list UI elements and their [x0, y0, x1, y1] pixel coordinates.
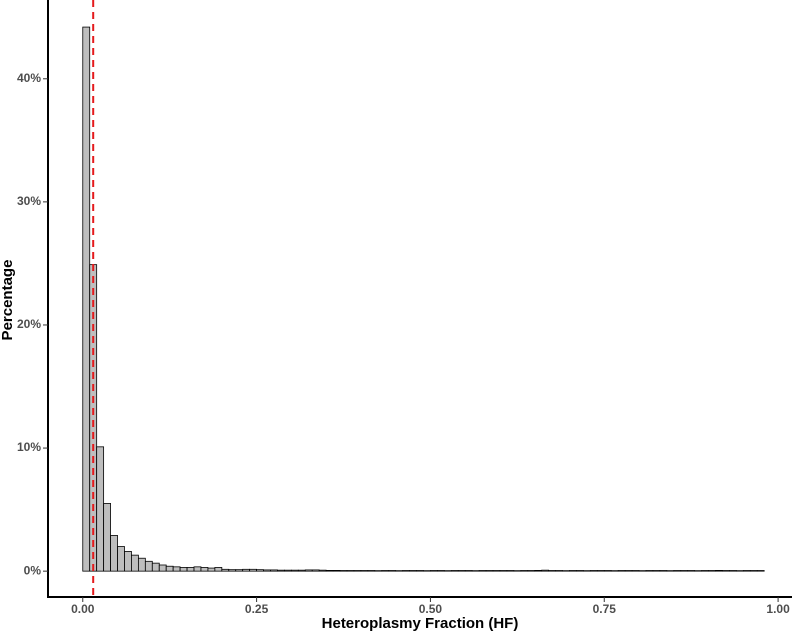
y-tick-label: 20% — [17, 317, 41, 331]
bar — [548, 570, 556, 572]
y-tick-label: 0% — [24, 563, 42, 577]
x-tick-label: 0.25 — [245, 602, 269, 616]
bar — [103, 503, 111, 572]
bar — [450, 570, 459, 572]
bar — [541, 569, 550, 572]
y-tick-label: 30% — [17, 194, 41, 208]
bar — [228, 569, 237, 572]
bar — [701, 570, 709, 572]
bar — [402, 570, 410, 572]
bar — [137, 557, 146, 572]
bar — [631, 570, 640, 572]
bar — [131, 554, 139, 572]
bar — [576, 570, 584, 572]
bar — [89, 264, 98, 572]
bar — [304, 569, 313, 572]
bar — [499, 570, 508, 572]
bar — [680, 570, 689, 572]
bar — [339, 570, 348, 572]
bar — [652, 570, 661, 572]
bar — [416, 570, 424, 572]
bar — [186, 567, 195, 572]
bar — [207, 567, 216, 572]
bar — [297, 569, 306, 572]
bar — [645, 570, 654, 572]
bar — [457, 570, 466, 572]
bar — [110, 535, 118, 572]
bar — [527, 570, 536, 572]
bar — [242, 568, 251, 572]
bar — [520, 570, 529, 572]
bar — [367, 570, 376, 572]
y-axis-title: Percentage — [0, 260, 16, 341]
bar — [318, 569, 327, 572]
bar — [409, 570, 417, 572]
x-tick-label: 1.00 — [766, 602, 790, 616]
bar — [603, 570, 612, 572]
bar — [617, 570, 626, 572]
bar — [360, 570, 369, 572]
bar — [381, 570, 390, 572]
bar — [249, 568, 257, 572]
bar — [96, 446, 105, 572]
x-axis-title: Heteroplasmy Fraction (HF) — [322, 615, 519, 632]
bar — [193, 566, 202, 572]
y-tick-label: 40% — [17, 71, 41, 85]
bar — [749, 570, 758, 572]
x-tick-label: 0.75 — [593, 602, 617, 616]
bar — [221, 568, 230, 572]
bar — [124, 551, 132, 572]
bar — [388, 570, 397, 572]
bar — [346, 570, 355, 572]
bar — [165, 565, 174, 572]
bar — [596, 570, 605, 572]
bar — [436, 570, 445, 572]
bar — [256, 569, 264, 572]
bar — [506, 570, 515, 572]
bar — [430, 570, 438, 572]
bar — [478, 570, 487, 572]
bar — [325, 570, 334, 572]
bar — [555, 570, 563, 572]
y-tick-label: 10% — [17, 440, 41, 454]
bar — [151, 562, 160, 572]
bar — [82, 26, 91, 572]
x-tick-label: 0.00 — [71, 602, 95, 616]
bar — [659, 570, 668, 572]
bar — [311, 569, 320, 572]
bar — [673, 570, 682, 572]
bar — [263, 569, 271, 572]
bar — [270, 569, 278, 572]
bar — [172, 566, 181, 572]
x-tick-label: 0.50 — [419, 602, 443, 616]
bar — [214, 567, 223, 572]
bar — [729, 570, 737, 572]
bar — [722, 570, 730, 572]
bar — [353, 570, 362, 572]
bar — [534, 570, 543, 572]
bar — [464, 570, 473, 572]
bar — [569, 570, 577, 572]
bar — [687, 570, 696, 572]
bar — [235, 569, 244, 572]
bar — [624, 570, 633, 572]
bar — [284, 569, 292, 572]
bar — [332, 570, 341, 572]
bar — [290, 569, 299, 572]
bar — [144, 560, 153, 572]
bar — [715, 570, 723, 572]
bar — [277, 569, 285, 572]
bar — [708, 570, 716, 572]
bar — [485, 570, 494, 572]
bar — [158, 564, 167, 572]
bar — [200, 567, 209, 572]
bar — [492, 570, 501, 572]
bar — [117, 546, 125, 572]
bar — [756, 570, 765, 572]
bar — [589, 570, 598, 572]
bar — [179, 567, 188, 572]
bar — [742, 570, 751, 572]
